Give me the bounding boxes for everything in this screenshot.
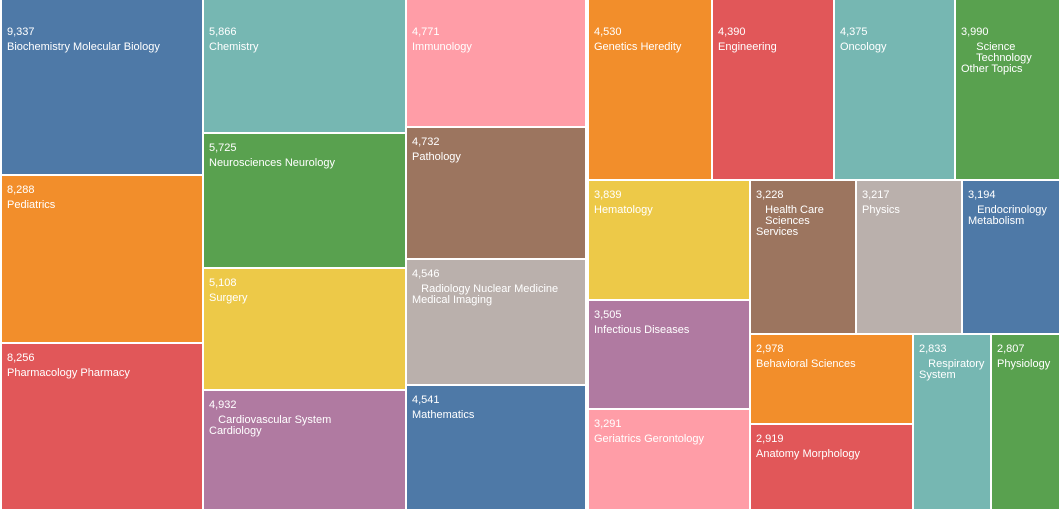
cell-value-label: 8,288 [7, 184, 35, 196]
cell-category-label: Physiology [997, 358, 1051, 370]
cell-category-label: Pediatrics [7, 199, 56, 211]
cell-value-label: 4,390 [718, 26, 746, 38]
cell-category-label: Radiology Nuclear Medicine Medical Imagi… [412, 283, 559, 306]
cell-category-label: Infectious Diseases [594, 324, 690, 336]
cell-category-label: Pathology [412, 151, 461, 163]
treemap-cell: 4,932 Cardiovascular System Cardiology [202, 389, 407, 511]
cell-category-label: Endocrinology Metabolism [968, 204, 1047, 227]
treemap-cell: 3,990 Science Technology Other Topics [954, 0, 1059, 181]
cell-category-label: Geriatrics Gerontology [594, 433, 705, 445]
cell-value-label: 2,807 [997, 343, 1025, 355]
treemap-cell: 2,833 Respiratory System [912, 333, 992, 511]
cell-value-label: 4,530 [594, 26, 622, 38]
cell-value-label: 4,541 [412, 394, 440, 406]
treemap-cell: 5,108 Surgery [202, 267, 407, 391]
cell-category-label: Oncology [840, 41, 887, 53]
cell-category-label: Anatomy Morphology [756, 448, 860, 460]
cell-value-label: 9,337 [7, 26, 35, 38]
cell-category-label: Neurosciences Neurology [209, 157, 335, 169]
cell-category-label: Hematology [594, 204, 653, 216]
treemap-cell: 5,725 Neurosciences Neurology [202, 132, 407, 269]
treemap-cell: 4,732 Pathology [405, 126, 587, 260]
cell-value-label: 3,217 [862, 189, 890, 201]
cell-category-label: Immunology [412, 41, 472, 53]
treemap-cell: 3,217 Physics [855, 179, 963, 335]
treemap-cell: 3,505 Infectious Diseases [587, 299, 751, 410]
cell-category-label: Biochemistry Molecular Biology [7, 41, 160, 53]
cell-category-label: Mathematics [412, 409, 475, 421]
cell-value-label: 4,375 [840, 26, 868, 38]
cell-category-label: Engineering [718, 41, 777, 53]
cell-value-label: 5,108 [209, 277, 237, 289]
treemap-cell: 4,541 Mathematics [405, 384, 587, 511]
treemap-cell: 4,771 Immunology [405, 0, 587, 128]
cell-category-label: Chemistry [209, 41, 259, 53]
cell-category-label: Health Care Sciences Services [756, 204, 824, 238]
cell-category-label: Pharmacology Pharmacy [7, 367, 130, 379]
cell-value-label: 4,932 [209, 399, 237, 411]
cell-category-label: Genetics Heredity [594, 41, 682, 53]
treemap-cell: 9,337 Biochemistry Molecular Biology [0, 0, 204, 176]
treemap-cell: 2,807 Physiology [990, 333, 1059, 511]
cell-category-label: Physics [862, 204, 900, 216]
treemap-cell: 4,530 Genetics Heredity [587, 0, 713, 181]
cell-category-label: Respiratory System [919, 358, 985, 381]
cell-value-label: 3,228 [756, 189, 784, 201]
cell-value-label: 8,256 [7, 352, 35, 364]
treemap-cell: 4,375 Oncology [833, 0, 956, 181]
cell-category-label: Cardiovascular System Cardiology [209, 414, 332, 437]
cell-value-label: 4,771 [412, 26, 440, 38]
treemap-cell: 4,546 Radiology Nuclear Medicine Medical… [405, 258, 587, 386]
cell-category-label: Surgery [209, 292, 248, 304]
cell-value-label: 4,546 [412, 268, 440, 280]
treemap-cell: 8,256 Pharmacology Pharmacy [0, 342, 204, 511]
treemap-cell: 3,291 Geriatrics Gerontology [587, 408, 751, 511]
treemap-cell: 5,866 Chemistry [202, 0, 407, 134]
cell-value-label: 3,505 [594, 309, 622, 321]
cell-category-label: Science Technology Other Topics [961, 41, 1032, 75]
cell-value-label: 5,725 [209, 142, 237, 154]
treemap-cell: 8,288 Pediatrics [0, 174, 204, 344]
treemap-cell: 3,194 Endocrinology Metabolism [961, 179, 1059, 335]
treemap-cell: 4,390 Engineering [711, 0, 835, 181]
cell-value-label: 3,291 [594, 418, 622, 430]
treemap-cell: 3,228 Health Care Sciences Services [749, 179, 857, 335]
cell-value-label: 5,866 [209, 26, 237, 38]
cell-value-label: 3,990 [961, 26, 989, 38]
treemap-cell: 2,978 Behavioral Sciences [749, 333, 914, 425]
treemap-cell: 3,839 Hematology [587, 179, 751, 301]
treemap-cell: 2,919 Anatomy Morphology [749, 423, 914, 511]
cell-value-label: 2,919 [756, 433, 784, 445]
cell-value-label: 4,732 [412, 136, 440, 148]
cell-value-label: 2,978 [756, 343, 784, 355]
cell-value-label: 2,833 [919, 343, 947, 355]
cell-value-label: 3,839 [594, 189, 622, 201]
cell-category-label: Behavioral Sciences [756, 358, 856, 370]
cell-value-label: 3,194 [968, 189, 996, 201]
